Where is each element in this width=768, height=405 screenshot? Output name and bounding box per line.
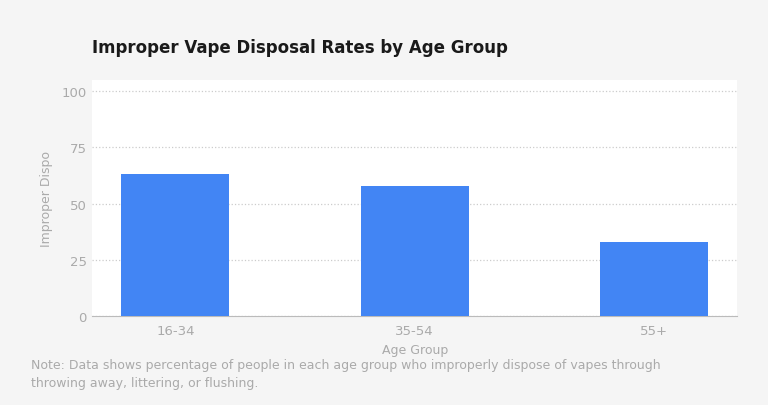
- Bar: [121, 175, 229, 316]
- Bar: [601, 242, 708, 316]
- Y-axis label: Improper Dispo: Improper Dispo: [40, 151, 53, 246]
- Bar: [361, 186, 468, 316]
- Text: Note: Data shows percentage of people in each age group who improperly dispose o: Note: Data shows percentage of people in…: [31, 358, 660, 389]
- Text: Improper Vape Disposal Rates by Age Group: Improper Vape Disposal Rates by Age Grou…: [92, 39, 508, 57]
- X-axis label: Age Group: Age Group: [382, 343, 448, 356]
